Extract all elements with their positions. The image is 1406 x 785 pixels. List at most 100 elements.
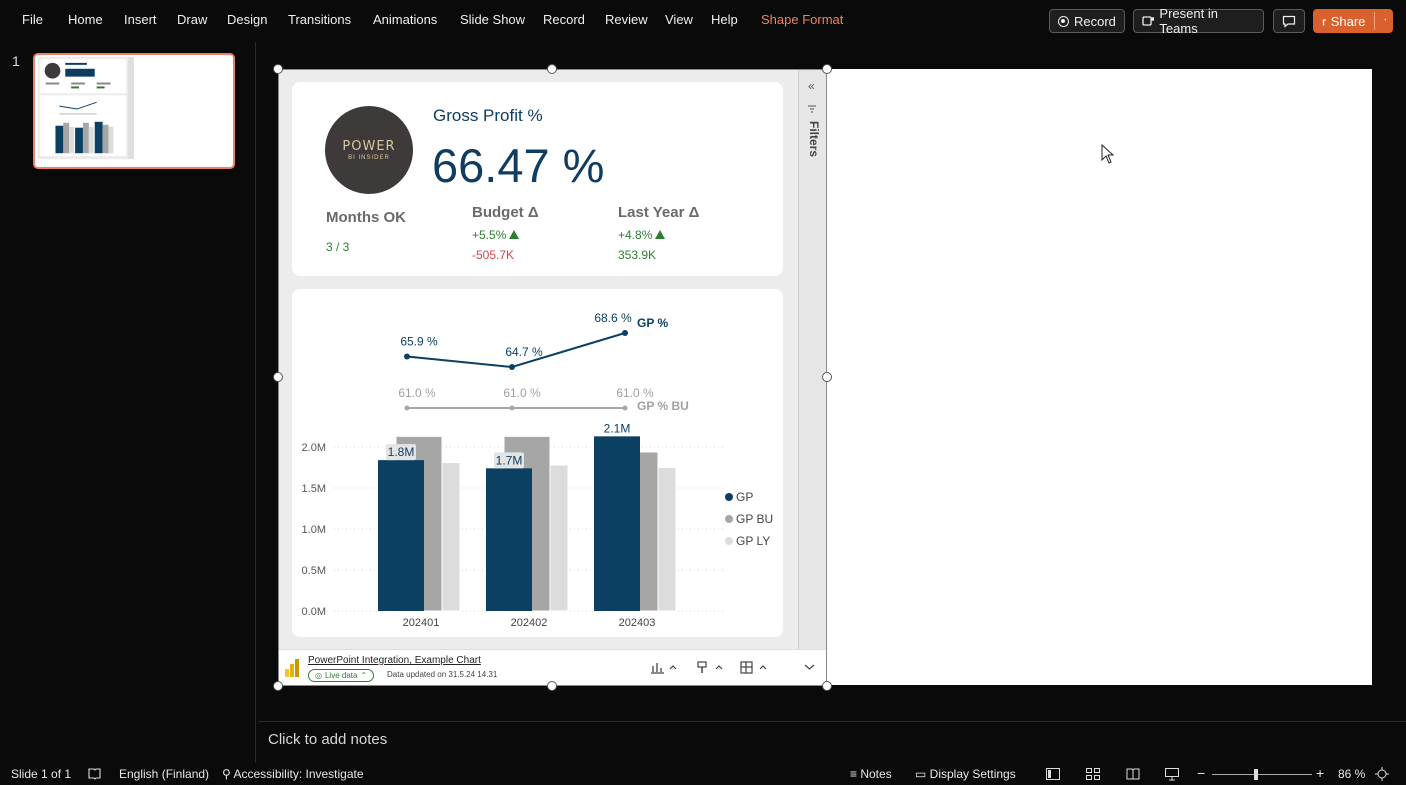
gp-pct-bu-point — [622, 405, 628, 411]
resize-handle-bottom-left[interactable] — [273, 681, 283, 691]
resize-handle-top-right[interactable] — [822, 64, 832, 74]
resize-handle-right[interactable] — [822, 372, 832, 382]
mouse-cursor-icon — [1101, 144, 1115, 164]
x-tick-label: 202402 — [511, 617, 548, 629]
menu-home[interactable]: Home — [68, 12, 103, 27]
menu-help[interactable]: Help — [711, 12, 738, 27]
resize-handle-top-left[interactable] — [273, 64, 283, 74]
y-tick-label: 1.0M — [302, 524, 326, 536]
live-data-label: Live data — [324, 671, 358, 680]
up-arrow-icon — [509, 230, 520, 239]
display-settings-label: Display Settings — [929, 767, 1016, 781]
menu-shape-format[interactable]: Shape Format — [761, 12, 844, 27]
spelling-check-icon[interactable] — [88, 768, 101, 780]
format-painter-button[interactable] — [696, 661, 726, 675]
bar-gp — [486, 468, 532, 611]
slide-thumbnail-preview — [37, 57, 231, 165]
zoom-in-button[interactable]: + — [1316, 765, 1325, 781]
filters-label: Filters — [807, 121, 821, 158]
menu-draw[interactable]: Draw — [177, 12, 208, 27]
zoom-out-button[interactable]: − — [1197, 765, 1206, 781]
collapse-filters-icon[interactable]: « — [808, 79, 815, 93]
bar-gp — [378, 460, 424, 611]
zoom-level[interactable]: 86 % — [1338, 767, 1366, 781]
bar-gp-ly — [441, 462, 461, 612]
power-bi-insider-logo: POWER BI INSIDER — [325, 106, 413, 194]
resize-handle-bottom[interactable] — [547, 681, 557, 691]
record-button-label: Record — [1074, 13, 1116, 29]
share-button-label: Share — [1330, 13, 1366, 29]
last-year-delta-label: Last Year Δ — [618, 204, 700, 221]
legend-label: GP BU — [736, 512, 773, 526]
fit-to-window-icon[interactable] — [1375, 767, 1389, 781]
y-tick-label: 2.0M — [302, 442, 326, 454]
menu-record[interactable]: Record — [543, 12, 585, 27]
x-tick-label: 202401 — [403, 617, 440, 629]
y-tick-label: 0.5M — [302, 565, 326, 577]
chevron-down-icon[interactable] — [804, 661, 816, 675]
slide-show-icon[interactable] — [1165, 767, 1179, 781]
slide-canvas[interactable]: POWER BI INSIDER Gross Profit % 66.47 % … — [278, 69, 1372, 685]
data-label-bg — [386, 444, 416, 461]
language-indicator[interactable]: English (Finland) — [119, 767, 210, 781]
bar-gp-ly — [657, 467, 677, 612]
bar-gp-ly — [549, 464, 569, 612]
menu-view[interactable]: View — [665, 12, 693, 27]
comments-button[interactable] — [1273, 9, 1305, 33]
notes-toggle[interactable]: ≡ Notes — [850, 767, 892, 781]
live-data-badge[interactable]: ◎ Live data ⌃ — [308, 669, 375, 682]
zoom-slider[interactable] — [1212, 774, 1312, 775]
normal-view-icon[interactable] — [1046, 768, 1060, 780]
budget-delta-pct: +5.5% — [472, 228, 520, 242]
legend-marker — [725, 537, 733, 545]
share-button[interactable]: Share — [1313, 9, 1393, 33]
budget-delta-abs: -505.7K — [472, 248, 515, 262]
bar-data-label: 1.8M — [388, 445, 415, 459]
resize-handle-left[interactable] — [273, 372, 283, 382]
accessibility-checker[interactable]: ⚲ Accessibility: Investigate — [222, 767, 364, 781]
layout-button[interactable] — [740, 661, 770, 675]
powerbi-report-visual[interactable]: POWER BI INSIDER Gross Profit % 66.47 % … — [278, 69, 827, 685]
last-year-delta-abs: 353.9K — [618, 248, 657, 262]
filters-pane[interactable]: « Filters — [798, 69, 827, 649]
present-in-teams-button[interactable]: Present in Teams — [1133, 6, 1264, 36]
filter-icon — [808, 105, 816, 113]
menu-design[interactable]: Design — [227, 12, 268, 27]
power-bi-icon — [285, 659, 299, 677]
gp-pct-bu-point — [509, 405, 515, 411]
display-settings-button[interactable]: ▭ Display Settings — [915, 767, 1016, 781]
menu-transitions[interactable]: Transitions — [288, 12, 352, 27]
months-ok-label: Months OK — [326, 209, 406, 226]
resize-handle-top[interactable] — [547, 64, 557, 74]
last-year-delta-pct-text: +4.8% — [618, 228, 653, 242]
data-updated-text: Data updated on 31.5.24 14.31 — [387, 670, 498, 679]
bar-gp — [594, 436, 640, 611]
menu-insert[interactable]: Insert — [124, 12, 157, 27]
record-button[interactable]: Record — [1049, 9, 1125, 33]
notes-icon: ≡ — [850, 767, 861, 781]
bar-data-label: 2.1M — [604, 421, 631, 435]
resize-handle-bottom-right[interactable] — [822, 681, 832, 691]
slide-thumbnail-panel: 1 — [0, 42, 256, 763]
visual-options-button[interactable] — [650, 661, 680, 675]
slide-sorter-icon[interactable] — [1086, 768, 1100, 780]
last-year-delta-pct: +4.8% — [618, 228, 666, 242]
menu-file[interactable]: File — [22, 12, 43, 27]
x-tick-label: 202403 — [619, 617, 656, 629]
notes-pane[interactable]: Click to add notes — [258, 721, 1406, 763]
chevron-down-icon[interactable] — [1384, 18, 1386, 24]
slide-thumbnail[interactable] — [33, 53, 235, 169]
menu-review[interactable]: Review — [605, 12, 648, 27]
menu-animations[interactable]: Animations — [373, 12, 438, 27]
zoom-slider-thumb[interactable] — [1254, 769, 1258, 780]
gp-pct-bu-point — [404, 405, 410, 411]
menu-slide-show[interactable]: Slide Show — [460, 12, 526, 27]
monitor-icon: ▭ — [915, 767, 930, 781]
gross-profit-chart-card: 0.0M 0.5M 1.0M 1.5M 2.0M 1.8M 202401 1.7M 202402… — [292, 289, 783, 637]
reading-view-icon[interactable] — [1126, 768, 1140, 780]
slide-counter: Slide 1 of 1 — [11, 767, 72, 781]
gross-profit-chart[interactable]: 0.0M 0.5M 1.0M 1.5M 2.0M 1.8M 202401 1.7M 202402… — [292, 289, 783, 637]
gp-pct-bu-label: 61.0 % — [398, 386, 436, 400]
report-link[interactable]: PowerPoint Integration, Example Chart — [308, 655, 481, 666]
